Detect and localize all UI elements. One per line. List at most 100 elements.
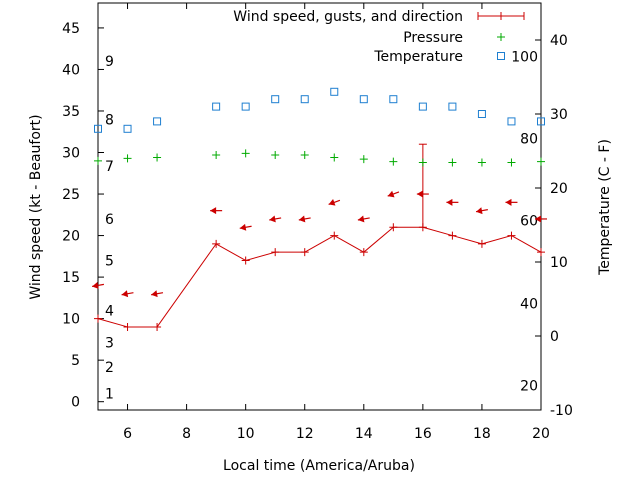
wind-speed-segment [245, 251, 276, 261]
temperature-point [300, 95, 309, 104]
wind-direction-arrowhead [269, 215, 276, 223]
wind-speed-point [94, 314, 102, 323]
fahrenheit-label: 40 [520, 296, 538, 312]
wind-direction-arrowhead [387, 190, 395, 198]
beaufort-label: 2 [105, 360, 114, 376]
wind-speed-segment [156, 243, 217, 328]
wind-speed-point [300, 248, 309, 257]
pressure-point [241, 149, 250, 158]
y-tick-label: 15 [62, 270, 80, 286]
y-tick-label: 40 [62, 62, 80, 78]
temperature-point [448, 102, 457, 111]
y-axis-label: Wind speed (kt - Beaufort) [28, 114, 44, 299]
wind-speed-point [330, 231, 339, 240]
pressure-point [271, 151, 280, 160]
wind-speed-point [123, 322, 132, 331]
pressure-point [300, 151, 309, 160]
wind-speed-segment [97, 318, 128, 328]
temperature-point [94, 124, 102, 133]
wind-speed-point [241, 256, 250, 265]
pressure-point [537, 157, 545, 166]
beaufort-label: 9 [105, 54, 114, 70]
wind-speed-segment [422, 226, 453, 237]
y2-axis-label: Temperature (C - F) [597, 139, 613, 276]
legend-label: Pressure [403, 30, 463, 46]
legend-label: Temperature [373, 49, 463, 65]
pressure-point [330, 153, 339, 162]
y-tick-label: 35 [62, 104, 80, 120]
pressure-point [212, 151, 221, 160]
wind-speed-segment [334, 235, 365, 253]
beaufort-label: 6 [105, 212, 114, 228]
wind-speed-segment [304, 235, 335, 253]
legend-swatch-temperature [497, 52, 505, 60]
x-tick-label: 14 [355, 426, 373, 442]
x-tick-label: 8 [182, 426, 191, 442]
wind-direction-arrowhead [121, 290, 129, 298]
wind-direction-arrowhead [92, 281, 99, 289]
y-tick-label: 10 [62, 312, 80, 328]
temperature-point [153, 117, 162, 126]
temperature-point [477, 110, 486, 118]
wind-speed-point [359, 248, 368, 257]
wind-speed-point [389, 223, 398, 232]
y-tick-label: 5 [71, 353, 80, 369]
pressure-point [359, 155, 368, 164]
fahrenheit-label: 100 [511, 49, 538, 65]
wind-direction-arrowhead [239, 223, 247, 231]
plot-area [97, 2, 542, 411]
x-tick-label: 6 [123, 426, 132, 442]
y2-tick-label: 10 [550, 255, 568, 271]
wind-direction-arrowhead [357, 215, 365, 223]
wind-direction-arrowhead [535, 215, 541, 223]
temperature-point [123, 124, 132, 133]
pressure-point [448, 158, 457, 167]
wind-speed-point [507, 231, 516, 240]
beaufort-label: 7 [105, 159, 114, 175]
pressure-point [507, 158, 516, 167]
temperature-point [330, 87, 339, 96]
temperature-point [241, 102, 250, 111]
wind-direction-arrowhead [328, 199, 336, 206]
x-tick-label: 18 [473, 426, 491, 442]
wind-speed-segment [215, 243, 246, 261]
fahrenheit-label: 60 [520, 214, 538, 230]
beaufort-label: 8 [105, 112, 114, 128]
beaufort-label: 5 [105, 253, 114, 269]
wind-direction-arrowhead [298, 215, 306, 223]
legend-label: Wind speed, gusts, and direction [233, 9, 463, 25]
wind-speed-point [153, 322, 162, 331]
wind-direction-arrowhead [210, 207, 217, 215]
temperature-point [359, 95, 368, 104]
wind-direction-arrowhead [151, 290, 158, 298]
ticks-layer: 6 8 10 12 14 16 18 20051015202530354045-1001020… [62, 3, 573, 442]
pressure-point [477, 158, 486, 167]
x-tick-label: 10 [237, 426, 255, 442]
temperature-point [507, 117, 516, 126]
y2-tick-label: -10 [550, 403, 573, 419]
y-tick-label: 45 [62, 21, 80, 37]
y2-tick-label: 30 [550, 107, 568, 123]
beaufort-label: 4 [105, 303, 114, 319]
pressure-point [94, 156, 102, 165]
temperature-point [537, 117, 545, 126]
legend: Wind speed, gusts, and direction Pressure… [233, 9, 525, 65]
y-tick-label: 25 [62, 187, 80, 203]
wind-speed-segment [363, 226, 394, 253]
wind-speed-point [448, 231, 457, 240]
temperature-point [418, 102, 427, 111]
temperature-point [271, 95, 280, 104]
wind-direction-arrowhead [446, 198, 453, 206]
beaufort-label: 1 [105, 386, 114, 402]
pressure-point [389, 157, 398, 166]
temperature-point [389, 95, 398, 104]
wind-speed-point [537, 248, 545, 257]
y2-tick-label: 0 [550, 329, 559, 345]
wind-direction-arrowhead [416, 190, 423, 198]
temperature-point [212, 102, 221, 111]
pressure-point [418, 158, 427, 167]
wind-speed-segment [452, 235, 483, 245]
y-tick-label: 0 [71, 395, 80, 411]
wind-speed-segment [511, 235, 542, 253]
beaufort-label: 3 [105, 336, 114, 352]
